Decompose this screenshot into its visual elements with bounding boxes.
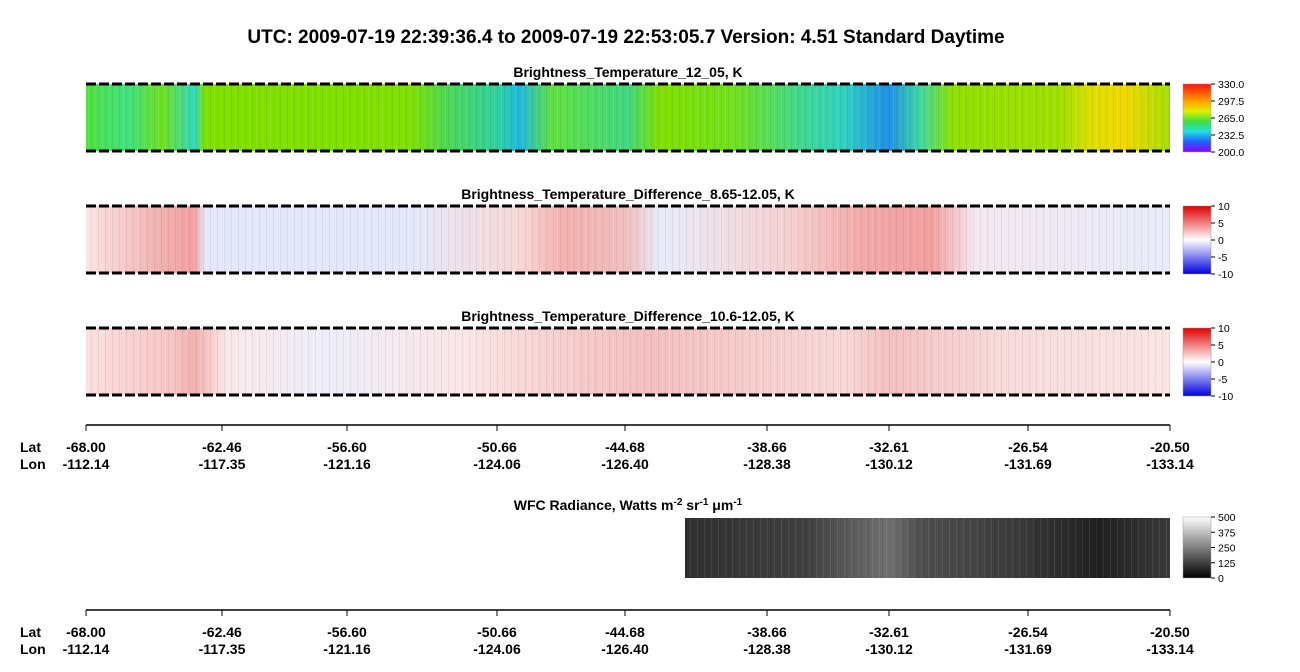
colorbar-label: 265.0 [1218,113,1244,125]
superscript: -2 [673,497,682,508]
colorbar-label: -10 [1218,269,1233,281]
lat-label: -32.61 [869,624,909,640]
lon-label: -131.69 [1004,641,1052,657]
colorbar [1182,83,1212,153]
lon-label: -124.06 [473,641,521,657]
colorbar-label: 375 [1218,527,1236,539]
colorbar-label: 10 [1218,201,1230,213]
axis-label: Lon [20,641,46,657]
colorbar [1182,516,1212,579]
lon-label: -117.35 [199,641,246,657]
lon-label: -112.14 [63,456,110,472]
superscript: -1 [700,497,709,508]
wfc-title: WFC Radiance, Watts m-2 sr-1 μm-1 [514,497,743,514]
lat-label: -26.54 [1008,439,1048,455]
colorbar-label: 125 [1218,558,1236,570]
panel-title: Brightness_Temperature_Difference_8.65-1… [461,186,795,202]
lat-label: -26.54 [1008,624,1048,640]
lon-label: -121.16 [323,641,371,657]
lon-label: -130.12 [865,456,913,472]
lat-label: -50.66 [477,439,517,455]
lon-label: -112.14 [63,641,110,657]
panel-title: Brightness_Temperature_12_05, K [513,64,742,80]
colorbar-label: -5 [1218,374,1227,386]
figure-title: UTC: 2009-07-19 22:39:36.4 to 2009-07-19… [247,27,1004,48]
lat-label: -50.66 [477,624,517,640]
title-part: sr [682,497,700,513]
lon-label: -130.12 [865,641,913,657]
colorbar-label: 10 [1218,323,1230,335]
lat-label: -68.00 [66,624,106,640]
lat-label: -56.60 [327,624,367,640]
superscript: -1 [733,497,742,508]
colorbar-label: 330.0 [1218,79,1244,91]
colorbar [1182,327,1212,397]
axis-label: Lon [20,456,46,472]
lat-label: -44.68 [605,624,645,640]
lat-label: -62.46 [202,439,242,455]
lon-label: -131.69 [1004,456,1052,472]
colorbar-label: 232.5 [1218,130,1244,142]
wfc-texture [685,518,1170,578]
lon-label: -128.38 [743,641,791,657]
lon-label: -133.14 [1146,641,1194,657]
swath-texture [86,206,1170,273]
lat-label: -44.68 [605,439,645,455]
swath-texture [86,84,1170,151]
lon-label: -133.14 [1146,456,1194,472]
lon-label: -121.16 [323,456,371,472]
lat-label: -20.50 [1150,624,1190,640]
lon-label: -128.38 [743,456,791,472]
axis-label: Lat [20,439,41,455]
colorbar-label: 250 [1218,543,1236,555]
lat-label: -62.46 [202,624,242,640]
swath-texture [86,328,1170,395]
lat-label: -20.50 [1150,439,1190,455]
colorbar-label: 200.0 [1218,147,1244,159]
colorbar [1182,205,1212,275]
lon-label: -124.06 [473,456,521,472]
lon-label: -126.40 [601,641,649,657]
colorbar-label: 0 [1218,573,1224,585]
axis-label: Lat [20,624,41,640]
colorbar-label: -10 [1218,391,1233,403]
title-part: μm [708,497,733,513]
colorbar-label: 5 [1218,340,1224,352]
lat-label: -32.61 [869,439,909,455]
colorbar-label: -5 [1218,252,1227,264]
colorbar-label: 0 [1218,357,1224,369]
lat-label: -38.66 [747,439,787,455]
colorbar-label: 5 [1218,218,1224,230]
lon-label: -126.40 [601,456,649,472]
lat-label: -68.00 [66,439,106,455]
colorbar-label: 0 [1218,235,1224,247]
colorbar-label: 500 [1218,512,1236,524]
lat-label: -38.66 [747,624,787,640]
lon-label: -117.35 [199,456,246,472]
panel-title: Brightness_Temperature_Difference_10.6-1… [461,308,795,324]
title-part: WFC Radiance, Watts m [514,497,674,513]
lat-label: -56.60 [327,439,367,455]
colorbar-label: 297.5 [1218,96,1244,108]
